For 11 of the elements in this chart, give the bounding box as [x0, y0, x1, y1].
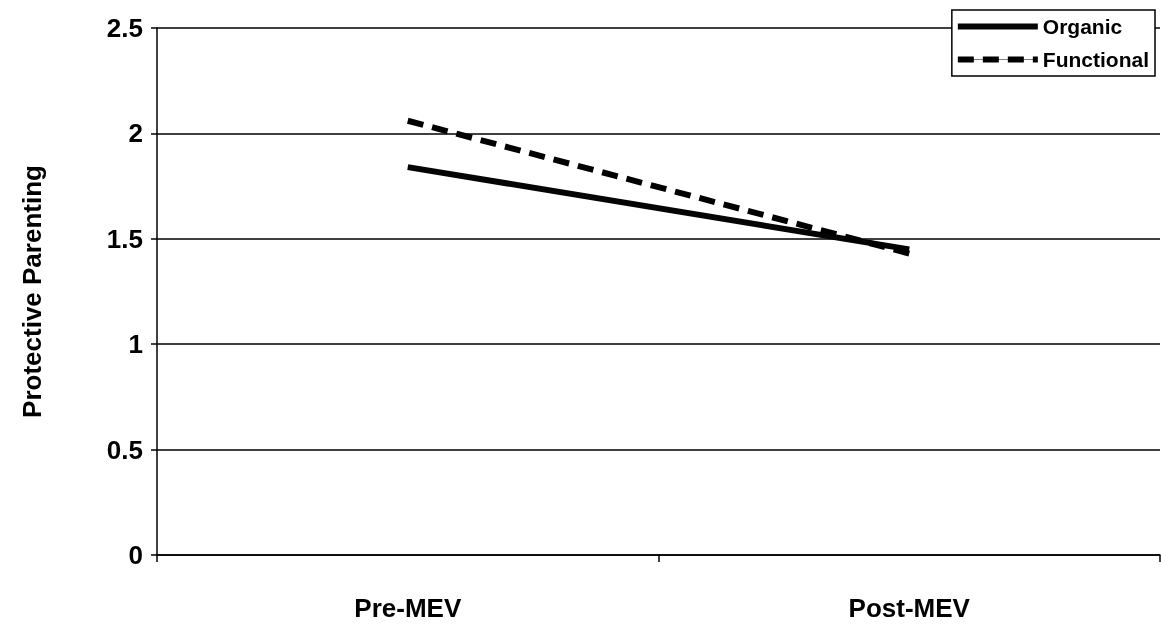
legend-label: Functional — [1042, 48, 1150, 71]
y-tick-label: 1 — [128, 329, 143, 360]
y-tick-label: 2.5 — [106, 13, 143, 43]
y-tick-label: 2 — [128, 118, 143, 149]
y-axis-title: Protective Parenting — [17, 165, 47, 418]
x-tick-label: Post-MEV — [848, 593, 971, 623]
legend-label: Organic — [1042, 15, 1123, 38]
x-tick-label: Pre-MEV — [354, 593, 462, 623]
y-tick-label: 0 — [128, 540, 143, 570]
y-tick-label: 0.5 — [106, 434, 143, 465]
y-tick-label: 1.5 — [106, 223, 143, 254]
